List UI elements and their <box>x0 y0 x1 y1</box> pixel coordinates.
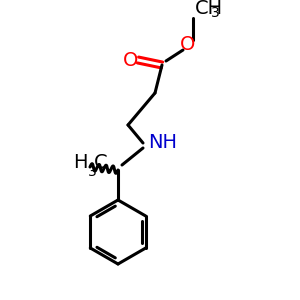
Text: O: O <box>123 50 139 70</box>
Text: H: H <box>74 152 88 172</box>
Text: 3: 3 <box>88 165 97 179</box>
Text: CH: CH <box>195 0 223 18</box>
Text: O: O <box>180 35 196 55</box>
Text: C: C <box>94 152 108 172</box>
Text: 3: 3 <box>211 6 220 20</box>
Text: NH: NH <box>148 134 177 152</box>
